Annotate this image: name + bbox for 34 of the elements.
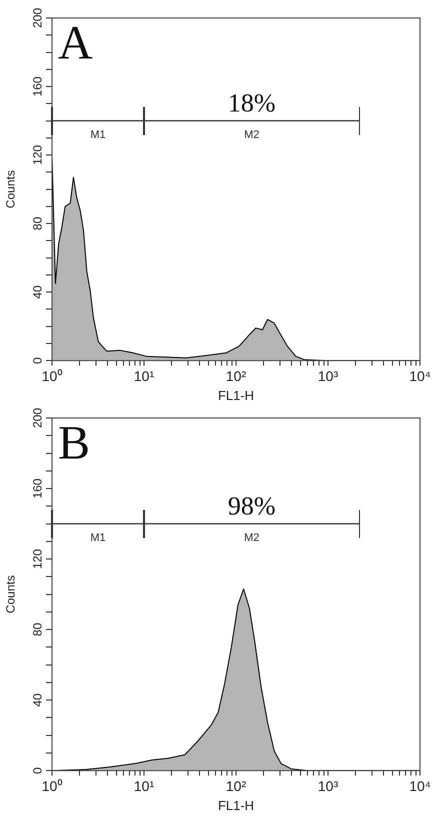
x-tick-label: 10² — [226, 778, 246, 794]
x-tick-label: 10¹ — [134, 368, 154, 384]
y-axis-title: Counts — [4, 170, 18, 208]
y-tick-label: 80 — [30, 216, 44, 230]
y-tick-label: 40 — [30, 693, 44, 707]
y-tick-label: 0 — [30, 356, 44, 364]
y-tick-label: 80 — [30, 622, 44, 636]
y-tick-label: 40 — [30, 285, 44, 299]
y-tick-label: 160 — [30, 478, 44, 499]
y-tick-label: 0 — [30, 766, 44, 774]
x-tick-label: 10² — [226, 368, 246, 384]
x-axis-title: FL1-H — [218, 798, 254, 813]
y-tick-label: 200 — [30, 408, 44, 428]
y-tick-label: 120 — [30, 144, 44, 166]
x-tick-label: 10³ — [318, 778, 338, 794]
y-tick-label: 200 — [30, 8, 44, 28]
chart-title: A — [58, 16, 93, 70]
annotation: 98% — [228, 492, 276, 521]
x-tick-label: 10⁰ — [42, 368, 62, 384]
chart-title: B — [58, 416, 90, 470]
y-tick-label: 160 — [30, 76, 44, 97]
x-tick-label: 10⁴ — [409, 778, 431, 794]
x-tick-label: 10¹ — [134, 778, 154, 794]
annotation: 18% — [228, 88, 276, 118]
x-tick-label: 10⁰ — [42, 778, 62, 794]
annotation: M1 — [90, 532, 106, 544]
x-tick-label: 10³ — [318, 368, 338, 384]
y-axis-title: Counts — [4, 575, 18, 614]
y-tick-label: 120 — [30, 548, 44, 570]
annotation: M2 — [244, 532, 260, 544]
x-tick-label: 10⁴ — [409, 368, 431, 384]
x-axis-title: FL1-H — [218, 388, 254, 403]
annotation: M2 — [244, 128, 260, 141]
annotation: M1 — [90, 128, 106, 141]
